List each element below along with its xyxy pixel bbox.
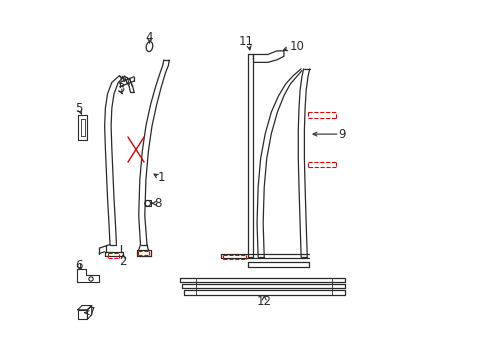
Text: 4: 4 <box>145 31 153 44</box>
Text: 1: 1 <box>157 171 165 184</box>
Text: 2: 2 <box>119 255 127 268</box>
Text: 6: 6 <box>75 259 82 272</box>
Text: 9: 9 <box>338 127 345 141</box>
Text: 5: 5 <box>75 103 82 116</box>
Text: 11: 11 <box>239 35 254 49</box>
Text: 8: 8 <box>154 197 162 210</box>
Text: 3: 3 <box>117 82 124 95</box>
Text: 10: 10 <box>289 40 305 53</box>
Text: 7: 7 <box>88 306 96 319</box>
Text: 12: 12 <box>256 296 271 309</box>
